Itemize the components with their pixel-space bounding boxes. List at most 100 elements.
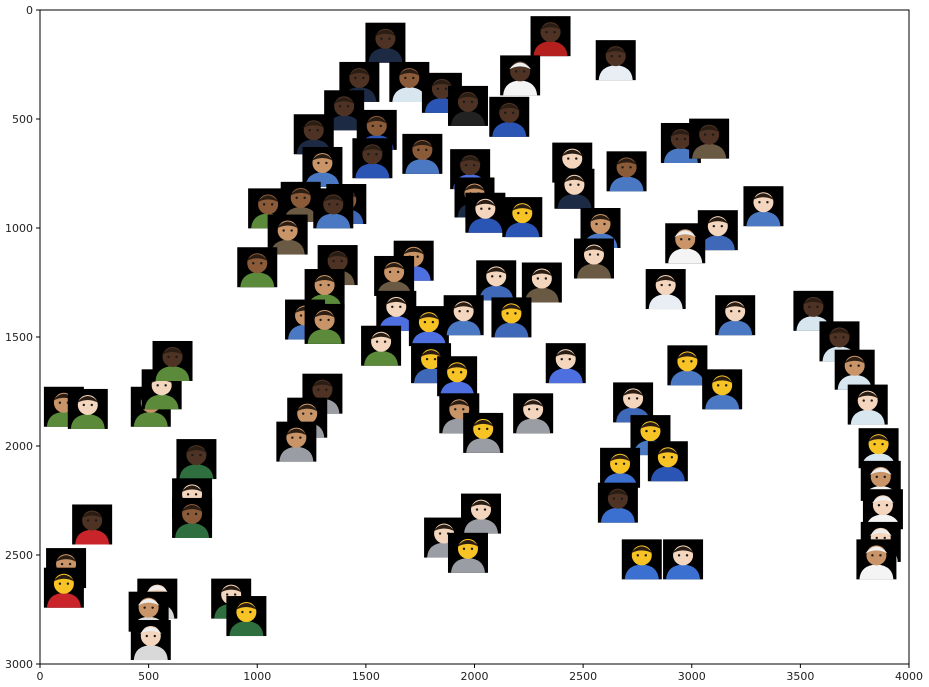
- emoji-eye: [724, 384, 728, 387]
- emoji-eye: [458, 310, 461, 313]
- emoji-eye: [668, 283, 671, 287]
- emoji-eye: [454, 408, 457, 411]
- emoji-outfit: [666, 564, 701, 580]
- emoji-eye: [416, 255, 419, 258]
- emoji-hair: [554, 350, 577, 358]
- emoji-eye: [766, 201, 769, 204]
- emoji-outfit: [576, 263, 611, 279]
- emoji-eye: [857, 364, 860, 367]
- y-tick-label: 2500: [5, 549, 33, 562]
- emoji-hair: [348, 68, 371, 76]
- health-worker-emoji: [595, 40, 636, 81]
- emoji-eye: [730, 310, 733, 313]
- emoji-hair: [856, 391, 879, 399]
- police-officer-emoji: [352, 138, 393, 179]
- emoji-outfit: [133, 411, 168, 427]
- emoji-eye: [186, 493, 190, 496]
- emoji-hair: [456, 539, 479, 547]
- emoji-eye: [738, 310, 741, 313]
- emoji-eye: [610, 54, 613, 58]
- emoji-outfit: [479, 285, 514, 301]
- emoji-eye: [472, 163, 476, 167]
- emoji-hair: [843, 356, 866, 364]
- emoji-eye: [371, 124, 374, 128]
- emoji-eye: [645, 429, 648, 433]
- emoji-eye: [703, 133, 707, 136]
- emoji-outfit: [175, 522, 210, 538]
- emoji-outfit: [524, 287, 559, 303]
- construction-worker-emoji: [621, 539, 662, 580]
- emoji-eye: [270, 203, 274, 206]
- y-tick-label: 0: [26, 4, 33, 17]
- emoji-eye: [720, 224, 724, 228]
- cook-emoji: [856, 539, 897, 580]
- emoji-eye: [680, 238, 683, 241]
- farmer-emoji: [304, 303, 345, 344]
- emoji-hair: [706, 217, 729, 225]
- emoji-eye: [879, 554, 882, 557]
- emoji-eye: [167, 355, 170, 359]
- office-worker-emoji: [443, 295, 484, 336]
- emoji-eye: [877, 504, 881, 507]
- emoji-eye: [295, 196, 298, 200]
- emoji-eye: [568, 357, 571, 361]
- emoji-eye: [620, 497, 624, 500]
- x-tick-label: 0: [37, 670, 44, 683]
- emoji-hair: [285, 428, 308, 436]
- emoji-hair: [313, 310, 336, 318]
- emoji-eye: [567, 157, 570, 160]
- farmer-emoji: [152, 340, 193, 381]
- emoji-eye: [711, 133, 715, 136]
- x-tick-label: 2000: [461, 670, 489, 683]
- emoji-eye: [517, 211, 520, 215]
- x-tick-label: 3000: [678, 670, 706, 683]
- emoji-eye: [86, 519, 90, 522]
- emoji-hair: [137, 598, 160, 606]
- emoji-eye: [569, 183, 572, 186]
- emoji-outfit: [557, 193, 592, 209]
- emoji-eye: [685, 554, 689, 557]
- emoji-eye: [225, 593, 229, 596]
- emoji-eye: [175, 355, 178, 359]
- mechanic-emoji: [697, 210, 738, 251]
- emoji-eye: [436, 87, 440, 91]
- mechanic-emoji: [476, 260, 517, 301]
- emoji-hair: [383, 262, 406, 270]
- astronaut-emoji: [130, 620, 171, 661]
- emoji-hair: [669, 129, 692, 137]
- emoji-eye: [553, 30, 556, 34]
- emoji-hair: [609, 454, 632, 462]
- emoji-eye: [317, 388, 320, 391]
- emoji-eye: [194, 512, 198, 516]
- emoji-eye: [885, 504, 889, 507]
- emoji-hair: [530, 269, 553, 277]
- emoji-eye: [58, 401, 62, 404]
- emoji-markers: [43, 16, 903, 661]
- emoji-eye: [451, 371, 455, 374]
- emoji-hair: [802, 297, 825, 305]
- emoji-hair: [370, 332, 393, 340]
- emoji-eye: [499, 275, 502, 278]
- emoji-hair: [52, 574, 75, 582]
- emoji-outfit: [405, 158, 440, 174]
- pilot-emoji: [554, 168, 595, 209]
- emoji-outfit: [46, 592, 81, 608]
- emoji-eye: [716, 384, 720, 387]
- emoji-hair: [604, 47, 627, 55]
- emoji-eye: [480, 207, 483, 210]
- emoji-hair: [322, 195, 345, 203]
- emoji-hair: [828, 328, 851, 336]
- emoji-hair: [365, 116, 388, 124]
- emoji-hair: [433, 524, 456, 532]
- emoji-outfit: [746, 211, 781, 227]
- y-tick-label: 3000: [5, 658, 33, 671]
- emoji-eye: [433, 357, 437, 361]
- emoji-eye: [308, 129, 311, 132]
- emoji-eye: [544, 277, 548, 280]
- y-tick-label: 1500: [5, 331, 33, 344]
- detective-emoji: [573, 238, 614, 279]
- emoji-eye: [354, 76, 357, 80]
- emoji-eye: [233, 593, 237, 596]
- emoji-hair: [452, 302, 475, 310]
- office-worker-emoji: [606, 151, 647, 192]
